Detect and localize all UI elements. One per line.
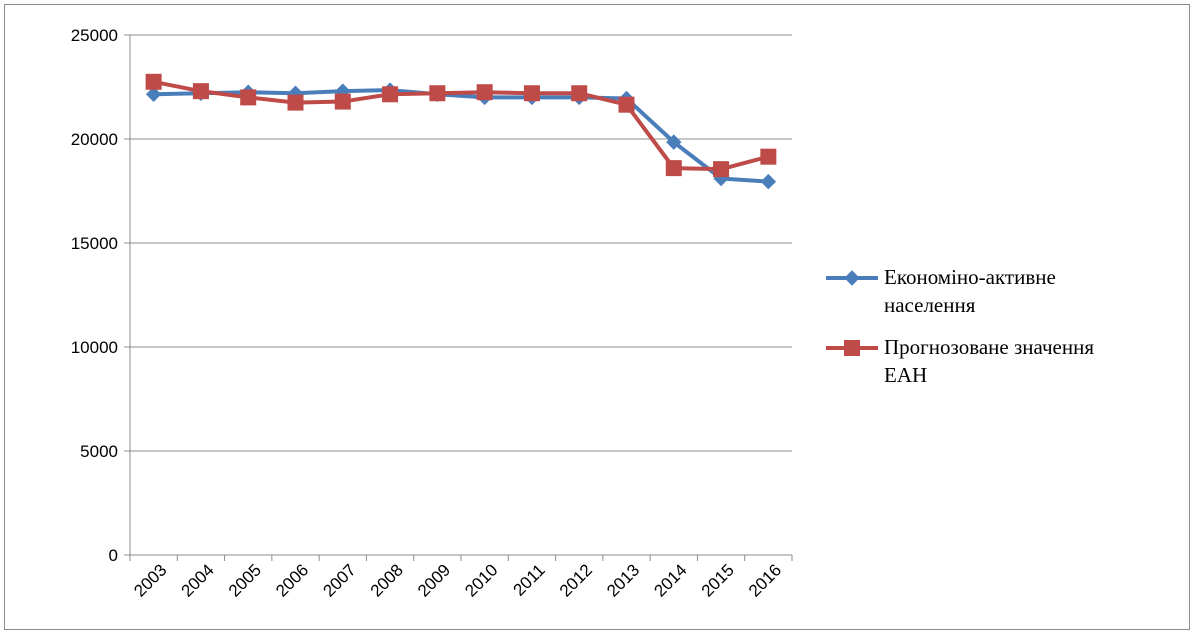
x-tick-label-2015: 2015 [698,560,738,600]
series-layer [145,73,777,190]
y-tick-label-15000: 15000 [71,234,118,253]
series-2-point-2015 [713,161,730,178]
legend-label-1: населення [884,293,976,317]
series-2-point-2016 [760,148,777,165]
gridlines [130,34,792,452]
x-axis-ticks: 2003 2004 2005 2006 2007 2008 2009 2010 2011 2012… [129,555,793,601]
axes [129,35,792,556]
series-1-point-2014 [666,134,682,150]
series-1-point-2016 [760,173,777,190]
y-tick-label-20000: 20000 [71,130,118,149]
chart-frame [4,4,1190,630]
x-tick-label-2009: 2009 [414,560,454,600]
legend-label-2: ЕАН [884,363,927,387]
legend-label-1: Економіно-активне [884,265,1056,289]
series-2-point-2014 [665,160,682,177]
series-2-point-2007 [334,93,351,110]
legend: Економіно-активне населення Прогнозоване з… [826,265,1094,387]
y-axis-ticks: 0 5000 10000 15000 20000 25000 [71,26,130,565]
x-tick-label-2013: 2013 [603,560,643,600]
x-tick-label-2006: 2006 [272,560,312,600]
series-1-point-2003 [145,86,162,102]
x-tick-label-2012: 2012 [556,560,596,600]
legend-marker-1 [844,270,860,286]
legend-label-2: Прогнозоване значення [884,335,1094,359]
series-2-point-2011 [523,85,540,102]
series-2-point-2013 [618,96,635,113]
x-tick-label-2008: 2008 [367,560,407,600]
y-tick-label-25000: 25000 [71,26,118,45]
series-2-point-2005 [240,89,257,106]
x-tick-label-2004: 2004 [178,560,218,600]
series-2-point-2010 [476,84,493,101]
y-tick-label-10000: 10000 [71,338,118,357]
y-tick-label-0: 0 [109,546,118,565]
series-2-point-2006 [287,94,304,111]
x-tick-label-2014: 2014 [650,560,690,600]
y-tick-label-5000: 5000 [80,442,118,461]
series-2-point-2012 [571,85,588,102]
x-tick-label-2010: 2010 [461,560,501,600]
series-2-point-2009 [429,85,446,102]
x-tick-label-2007: 2007 [319,560,359,600]
x-tick-label-2005: 2005 [225,560,265,600]
series-2-point-2003 [145,73,162,90]
series-2-point-2004 [192,83,209,100]
legend-marker-2 [844,340,860,356]
series-2-point-2008 [382,86,399,103]
x-tick-label-2016: 2016 [745,560,785,600]
x-tick-label-2011: 2011 [509,560,548,599]
x-tick-label-2003: 2003 [130,560,170,600]
